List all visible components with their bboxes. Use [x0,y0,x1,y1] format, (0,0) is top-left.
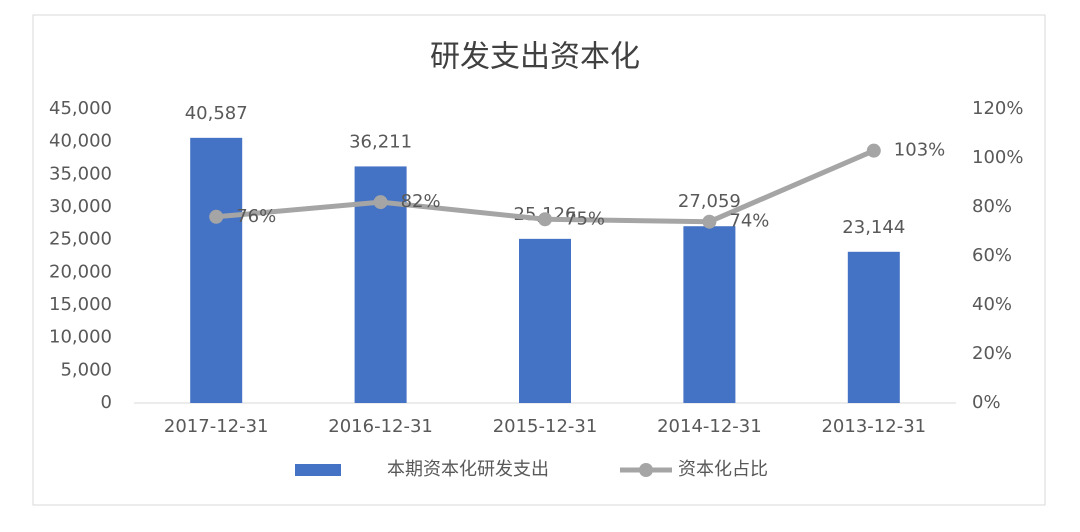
y2-tick-label: 80% [972,196,1012,217]
legend-swatch [295,464,341,476]
marker [209,209,224,224]
legend-label: 资本化占比 [678,459,768,480]
y-tick-label: 45,000 [49,98,112,119]
chart-title: 研发支出资本化 [430,40,640,75]
y2-tick-label: 60% [972,245,1012,266]
marker [866,143,881,158]
marker [373,195,388,210]
y-tick-label: 20,000 [49,261,112,282]
y-tick-label: 10,000 [49,327,112,348]
marker [702,214,717,229]
x-tick-label: 2013-12-31 [821,416,926,437]
y2-tick-label: 100% [972,147,1023,168]
y-tick-label: 0 [101,392,112,413]
y-tick-label: 25,000 [49,229,112,250]
bar [190,137,243,403]
data-label: 36,211 [349,131,412,152]
bar [683,226,736,403]
y-tick-label: 5,000 [60,359,112,380]
data-label: 76% [236,206,276,227]
y2-tick-label: 40% [972,294,1012,315]
y-tick-label: 30,000 [49,196,112,217]
data-label: 103% [894,140,945,161]
x-tick-label: 2017-12-31 [164,416,269,437]
data-label: 27,059 [678,191,741,212]
y2-tick-label: 20% [972,343,1012,364]
data-label: 75% [565,208,605,229]
data-label: 23,144 [842,217,905,238]
y-tick-label: 35,000 [49,163,112,184]
x-tick-label: 2014-12-31 [657,416,762,437]
x-tick-label: 2016-12-31 [328,416,433,437]
data-label: 40,587 [185,103,248,124]
y2-tick-label: 0% [972,392,1001,413]
bar [519,238,571,403]
y2-tick-label: 120% [972,98,1023,119]
marker [538,212,552,227]
data-label: 82% [401,191,441,212]
data-label: 74% [729,211,769,232]
y-tick-label: 15,000 [49,294,112,315]
bar [847,251,900,403]
x-tick-label: 2015-12-31 [493,416,598,437]
legend-label: 本期资本化研发支出 [387,459,549,480]
legend-swatch [639,463,653,477]
y-tick-label: 40,000 [49,131,112,152]
